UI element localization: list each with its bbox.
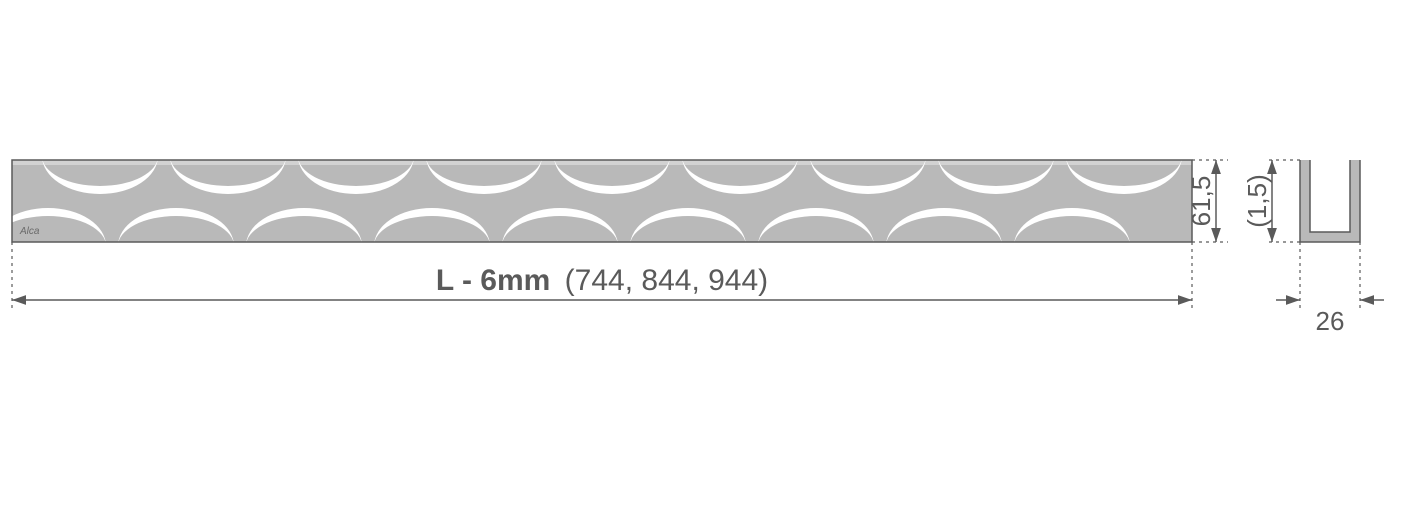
dimension-length: L - 6mm (744, 844, 944) [12,242,1192,308]
brand-label: Alca [19,226,40,237]
dim-615-value: 61,5 [1186,176,1216,227]
technical-drawing-svg: Alca 26 L - 6mm (744, 844, 944) 61, [0,0,1404,510]
drawing-canvas: Alca 26 L - 6mm (744, 844, 944) 61, [0,0,1404,510]
front-elevation: Alca [0,156,1192,246]
dimension-width-26: 26 [1276,242,1384,336]
dim-15-value: (1,5) [1242,174,1272,227]
side-section [1300,160,1360,242]
dimension-thickness-15: (1,5) [1242,160,1300,242]
dim-26-value: 26 [1316,306,1345,336]
dim-length-label: L - 6mm (744, 844, 944) [436,264,768,297]
